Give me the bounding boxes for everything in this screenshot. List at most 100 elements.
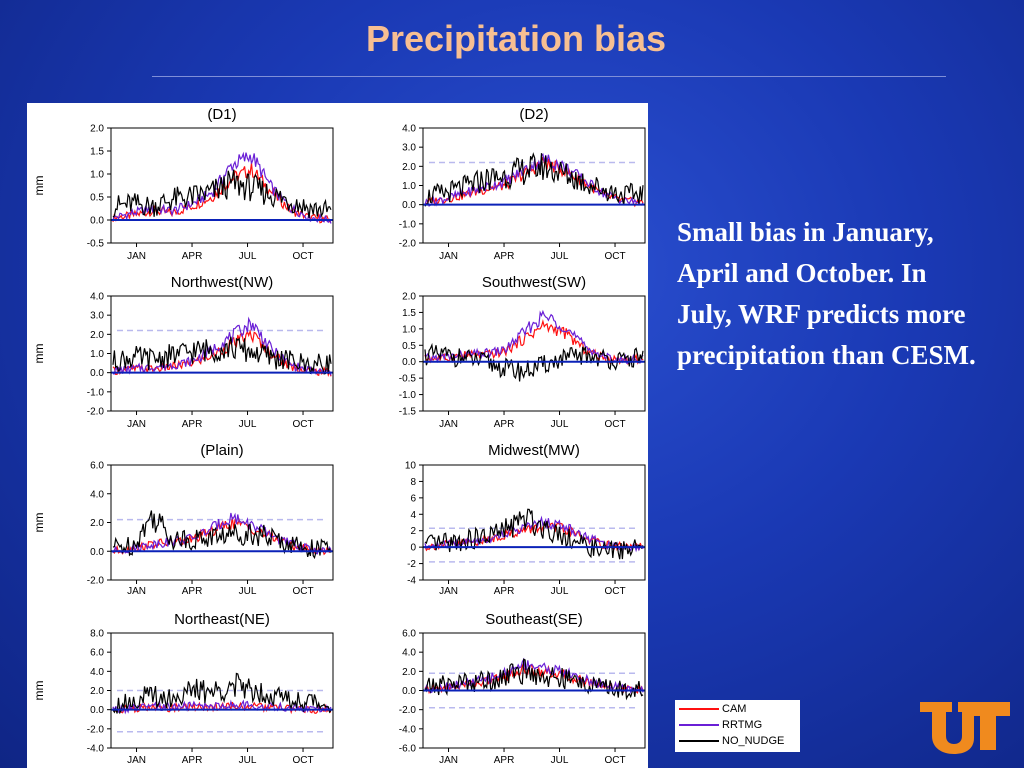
panel-southeast-se-ytick-label: 6.0 <box>402 629 416 640</box>
panel-northwest-nw-ytick-label: 2.0 <box>90 330 104 341</box>
panel-southwest-sw-title: Southwest(SW) <box>482 274 586 291</box>
panel-southwest-sw-xtick-label: JAN <box>439 419 458 430</box>
panel-southeast-se-xtick-label: JAN <box>439 755 458 766</box>
panel-d1-ytick-label: 1.0 <box>90 170 104 181</box>
panel-midwest-mw-ytick-label: 2 <box>410 526 416 537</box>
panel-southwest-sw-xtick-label: JUL <box>551 419 569 430</box>
legend-item-rrtmg: RRTMG <box>679 718 762 732</box>
legend-swatch-no-nudge <box>679 740 719 742</box>
panel-southwest-sw-series-rrtmg <box>424 309 644 364</box>
legend-swatch-cam <box>679 708 719 710</box>
panel-midwest-mw-ytick-label: 0 <box>410 543 416 554</box>
panel-plain-xtick-label: JUL <box>239 586 257 597</box>
panel-d1-frame <box>110 127 334 244</box>
panel-southwest-sw-ytick-label: 2.0 <box>402 292 416 303</box>
panel-plain-ytick-label: -2.0 <box>87 576 105 587</box>
panel-southwest-sw-ytick-label: -0.5 <box>399 374 417 385</box>
panel-northeast-ne-ylabel: mm <box>32 681 46 701</box>
panel-northwest-nw-ytick-label: 0.0 <box>90 368 104 379</box>
panel-d2-ytick-label: 2.0 <box>402 162 416 173</box>
legend-item-cam: CAM <box>679 702 746 716</box>
panel-southwest-sw-frame <box>422 295 646 412</box>
panel-d2-ytick-label: -1.0 <box>399 219 417 230</box>
panel-northeast-ne-xtick-label: APR <box>182 755 203 766</box>
panel-northwest-nw-ylabel: mm <box>32 344 46 364</box>
panel-southwest-sw-ytick-label: -1.0 <box>399 390 417 401</box>
panel-northeast-ne-xtick-label: JAN <box>127 755 146 766</box>
legend: CAM RRTMG NO_NUDGE <box>675 700 800 752</box>
panel-midwest-mw-title: Midwest(MW) <box>488 442 580 459</box>
panel-midwest-mw-xtick-label: APR <box>494 586 515 597</box>
panel-northeast-ne-ytick-label: 2.0 <box>90 686 104 697</box>
panel-northwest-nw-series-no-nudge <box>112 336 332 375</box>
panel-midwest-mw-xtick-label: JAN <box>439 586 458 597</box>
panel-midwest-mw-ytick-label: 8 <box>410 477 416 488</box>
panel-midwest-mw-ytick-label: 10 <box>405 461 417 472</box>
panel-plain-ytick-label: 0.0 <box>90 547 104 558</box>
panel-northwest-nw-xtick-label: JAN <box>127 419 146 430</box>
panel-midwest-mw-ytick-label: -4 <box>407 576 416 587</box>
panel-d2-ytick-label: 0.0 <box>402 200 416 211</box>
panel-southwest-sw-ytick-label: 1.5 <box>402 308 416 319</box>
panel-d2-title: (D2) <box>519 106 548 123</box>
panel-northeast-ne-title: Northeast(NE) <box>174 611 270 628</box>
panel-midwest-mw-frame <box>422 464 646 581</box>
panel-plain-ytick-label: 4.0 <box>90 489 104 500</box>
panel-plain-ytick-label: 6.0 <box>90 461 104 472</box>
panel-southwest-sw: Southwest(SW) 2.0 1.5 1.0 0.5 0.0 -0.5 -1.0 -1.5… <box>399 274 646 430</box>
panel-d1-series-no-nudge <box>112 169 332 219</box>
panel-northwest-nw-xtick-label: OCT <box>292 419 313 430</box>
panel-northeast-ne-series-rrtmg <box>112 699 332 715</box>
panel-d2-xtick-label: JUL <box>551 251 569 262</box>
panel-southwest-sw-ytick-label: 1.0 <box>402 324 416 335</box>
panel-d2: (D2) 4.0 3.0 2.0 1.0 0.0 -1.0 -2.0 JAN APR JUL OCT <box>399 106 646 262</box>
ut-logo-icon <box>920 702 1010 754</box>
panel-southwest-sw-xtick-label: APR <box>494 419 515 430</box>
panel-midwest-mw-ytick-label: 4 <box>410 510 416 521</box>
panel-northeast-ne-xtick-label: JUL <box>239 755 257 766</box>
panel-northeast-ne-ytick-label: -4.0 <box>87 744 105 755</box>
panel-southeast-se-title: Southeast(SE) <box>485 611 583 628</box>
panel-southeast-se-frame <box>422 632 646 749</box>
panel-northeast-ne-ytick-label: 4.0 <box>90 667 104 678</box>
panel-d1-ytick-label: 1.5 <box>90 147 104 158</box>
slide-title: Precipitation bias <box>365 18 667 59</box>
panel-d2-ytick-label: -2.0 <box>399 239 417 250</box>
panel-northwest-nw-ytick-label: 4.0 <box>90 292 104 303</box>
panel-plain-title: (Plain) <box>200 442 243 459</box>
legend-swatch-rrtmg <box>679 724 719 726</box>
panel-northeast-ne-ytick-label: 8.0 <box>90 629 104 640</box>
panel-d1-ytick-label: 0.5 <box>90 193 104 204</box>
panel-plain-xtick-label: JAN <box>127 586 146 597</box>
panel-southeast-se: Southeast(SE) 6.0 4.0 2.0 0.0 -2.0 -4.0 -6.0 JAN… <box>399 611 646 766</box>
panel-d1-xtick-label: JUL <box>239 251 257 262</box>
panel-d1-ytick-label: 0.0 <box>90 216 104 227</box>
legend-label-cam: CAM <box>722 703 747 715</box>
panel-southeast-se-ytick-label: 4.0 <box>402 648 416 659</box>
title-divider <box>152 76 946 77</box>
panel-d1-xtick-label: APR <box>182 251 203 262</box>
panel-midwest-mw-xtick-label: OCT <box>604 586 625 597</box>
legend-label-rrtmg: RRTMG <box>722 719 763 731</box>
panel-d2-xtick-label: APR <box>494 251 515 262</box>
panel-northwest-nw-frame <box>110 295 334 412</box>
panel-southeast-se-xtick-label: APR <box>494 755 515 766</box>
panel-southeast-se-ytick-label: 2.0 <box>402 667 416 678</box>
panel-plain-frame <box>110 464 334 581</box>
panel-southwest-sw-ytick-label: 0.5 <box>402 341 416 352</box>
panel-d1-xtick-label: OCT <box>292 251 313 262</box>
panel-northwest-nw-series-rrtmg <box>113 316 332 376</box>
panel-northwest-nw-ytick-label: -1.0 <box>87 387 105 398</box>
panel-d1-ylabel: mm <box>32 176 46 196</box>
panel-southwest-sw-xtick-label: OCT <box>604 419 625 430</box>
panel-southwest-sw-ytick-label: -1.5 <box>399 407 417 418</box>
panel-midwest-mw-xtick-label: JUL <box>551 586 569 597</box>
panel-d2-ytick-label: 1.0 <box>402 181 416 192</box>
panel-southeast-se-ytick-label: -2.0 <box>399 705 417 716</box>
panel-southeast-se-xtick-label: OCT <box>604 755 625 766</box>
panel-d2-xtick-label: JAN <box>439 251 458 262</box>
panel-northeast-ne-ytick-label: 0.0 <box>90 705 104 716</box>
panel-northwest-nw: Northwest(NW) mm 4.0 3.0 2.0 1.0 0.0 -1.0 -2.0 JA… <box>32 274 334 430</box>
panel-northeast-ne-ytick-label: 6.0 <box>90 648 104 659</box>
figure-panel: (D1) mm 2.0 1.5 1.0 0.5 0.0 -0.5 JAN APR JUL OCT (D2… <box>27 103 648 768</box>
